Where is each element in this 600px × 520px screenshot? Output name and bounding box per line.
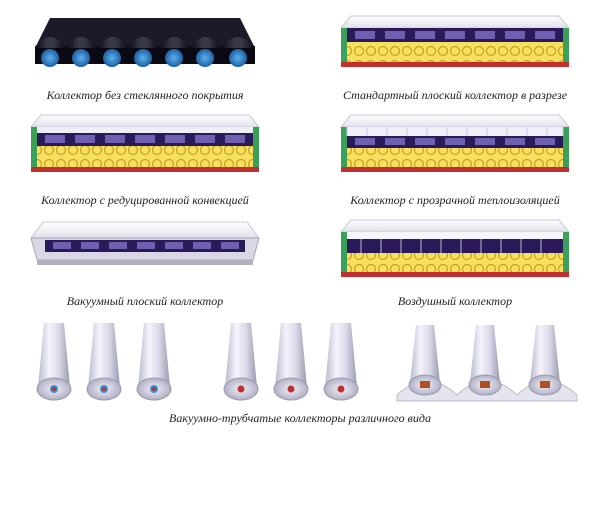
diagram-grid: Коллектор без стеклянного покрытия — [10, 10, 590, 309]
cell-vacuum-flat: Вакуумный плоский коллектор — [10, 216, 280, 309]
caption-5: Вакуумный плоский коллектор — [67, 294, 223, 309]
caption-4: Коллектор с прозрачной теплоизоляцией — [350, 193, 560, 208]
tubes-row — [10, 317, 590, 407]
cell-transparent-insulation: Коллектор с прозрачной теплоизоляцией — [320, 111, 590, 208]
caption-7: Вакуумно-трубчатые коллекторы различного… — [10, 411, 590, 426]
fig-reduced-convection — [25, 111, 265, 187]
fig-standard-flat — [335, 10, 575, 82]
fig-unglazed — [30, 10, 260, 82]
fig-transparent-insulation — [335, 111, 575, 187]
fig-vacuum-flat — [25, 216, 265, 288]
caption-6: Воздушный коллектор — [398, 294, 512, 309]
cell-standard-flat: Стандартный плоский коллектор в разрезе — [320, 10, 590, 103]
fig-air-collector — [335, 216, 575, 288]
cell-reduced-convection: Коллектор с редуцированной конвекцией — [10, 111, 280, 208]
caption-1: Коллектор без стеклянного покрытия — [47, 88, 244, 103]
fig-tubes-c — [392, 317, 582, 407]
fig-tubes-b — [205, 317, 375, 407]
caption-2: Стандартный плоский коллектор в разрезе — [343, 88, 567, 103]
cell-air-collector: Воздушный коллектор — [320, 216, 590, 309]
fig-tubes-a — [18, 317, 188, 407]
cell-unglazed: Коллектор без стеклянного покрытия — [10, 10, 280, 103]
caption-3: Коллектор с редуцированной конвекцией — [41, 193, 249, 208]
